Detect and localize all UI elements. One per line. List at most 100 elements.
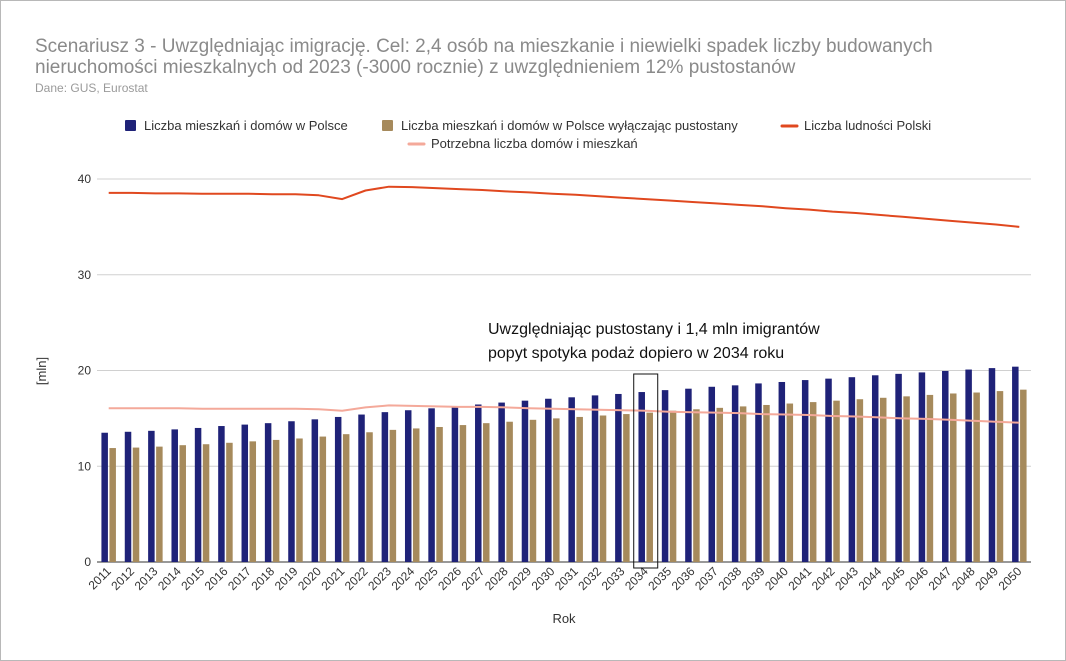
- bar-excl-vacant-2039: [763, 404, 770, 562]
- legend: Liczba mieszkań i domów w Polsce Liczba m…: [125, 118, 931, 151]
- x-tick-label: 2015: [178, 564, 207, 593]
- bar-excl-vacant-2040: [786, 403, 794, 562]
- bar-excl-vacant-2020: [319, 436, 327, 562]
- bar-excl-vacant-2013: [156, 446, 163, 562]
- bar-excl-vacant-2030: [553, 418, 560, 562]
- bar-excl-vacant-2047: [950, 393, 957, 562]
- legend-label: Liczba mieszkań i domów w Polsce: [144, 118, 348, 133]
- y-tick-label: 40: [78, 172, 92, 186]
- legend-swatch: [125, 120, 136, 131]
- bar-excl-vacant-2033: [623, 414, 630, 562]
- bar-total-2032: [591, 395, 599, 562]
- x-tick-label: 2026: [435, 564, 464, 593]
- bar-total-2013: [148, 430, 155, 562]
- x-tick-label: 2044: [856, 564, 885, 593]
- y-tick-label: 10: [78, 459, 92, 473]
- bar-excl-vacant-2037: [716, 407, 724, 562]
- bar-total-2040: [778, 381, 786, 562]
- y-tick-label: 20: [78, 364, 92, 378]
- bar-total-2016: [218, 426, 225, 562]
- bar-total-2048: [965, 369, 972, 562]
- legend-label: Liczba ludności Polski: [804, 118, 931, 133]
- x-tick-label: 2030: [529, 564, 558, 593]
- population-line: [108, 185, 1020, 228]
- bar-excl-vacant-2034: [646, 412, 653, 562]
- bar-excl-vacant-2043: [856, 399, 864, 562]
- bar-excl-vacant-2019: [296, 438, 303, 562]
- x-tick-label: 2043: [832, 564, 861, 593]
- annotation-text: popyt spotyka podaż dopiero w 2034 roku: [488, 345, 784, 362]
- bar-total-2033: [615, 393, 622, 562]
- bar-total-2017: [241, 424, 249, 562]
- x-axis-title: Rok: [552, 611, 576, 626]
- x-tick-label: 2050: [996, 564, 1025, 593]
- bar-total-2046: [918, 372, 926, 562]
- bar-total-2027: [475, 404, 482, 562]
- bar-excl-vacant-2018: [272, 439, 280, 562]
- x-tick-label: 2022: [342, 564, 371, 593]
- x-tick-label: 2041: [786, 564, 815, 593]
- bar-total-2015: [194, 427, 202, 562]
- x-tick-label: 2049: [972, 564, 1001, 593]
- x-tick-label: 2021: [319, 564, 348, 593]
- x-tick-label: 2042: [809, 564, 838, 593]
- bar-total-2041: [801, 380, 809, 562]
- bar-excl-vacant-2017: [249, 441, 257, 562]
- bar-total-2030: [545, 398, 552, 562]
- bar-excl-vacant-2031: [576, 416, 583, 562]
- bar-excl-vacant-2038: [739, 406, 747, 562]
- bar-total-2023: [381, 412, 389, 562]
- bar-total-2011: [101, 432, 108, 562]
- bar-total-2039: [755, 383, 762, 562]
- highlight-box-2034: [633, 373, 659, 569]
- bar-excl-vacant-2024: [412, 428, 420, 562]
- x-tick-label: 2024: [389, 564, 418, 593]
- bar-excl-vacant-2021: [342, 434, 350, 562]
- bar-excl-vacant-2045: [903, 396, 910, 562]
- x-tick-label: 2013: [132, 564, 161, 593]
- x-tick-label: 2032: [575, 564, 604, 593]
- bar-excl-vacant-2049: [996, 391, 1004, 562]
- bar-total-2026: [451, 406, 459, 562]
- x-tick-label: 2016: [202, 564, 231, 593]
- legend-swatch: [382, 120, 393, 131]
- bar-total-2044: [871, 375, 879, 562]
- bar-excl-vacant-2023: [389, 429, 397, 562]
- bar-excl-vacant-2044: [879, 397, 887, 562]
- x-tick-label: 2019: [272, 564, 301, 593]
- bar-excl-vacant-2028: [506, 421, 513, 562]
- legend-label: Potrzebna liczba domów i mieszkań: [431, 136, 638, 151]
- bar-total-2021: [334, 416, 342, 562]
- annotation: Uwzględniając pustostany i 1,4 mln imigr…: [488, 321, 820, 569]
- bar-excl-vacant-2014: [179, 445, 186, 562]
- x-tick-label: 2025: [412, 564, 441, 593]
- x-tick-label: 2037: [692, 564, 721, 593]
- bar-excl-vacant-2027: [483, 423, 490, 562]
- bar-total-2038: [731, 385, 739, 562]
- bar-total-2019: [288, 421, 295, 562]
- bar-total-2036: [685, 388, 692, 562]
- bar-total-2029: [521, 400, 529, 562]
- bar-excl-vacant-2029: [529, 419, 537, 562]
- bar-total-2037: [708, 386, 716, 562]
- bar-total-2014: [171, 429, 178, 562]
- bar-total-2031: [568, 397, 575, 562]
- bar-total-2049: [988, 368, 996, 562]
- x-tick-label: 2028: [482, 564, 511, 593]
- bar-excl-vacant-2041: [809, 402, 817, 562]
- y-tick-label: 30: [78, 268, 92, 282]
- bar-total-2012: [124, 431, 132, 562]
- x-tick-label: 2020: [295, 564, 324, 593]
- bar-total-2022: [358, 414, 365, 562]
- x-tick-label: 2029: [505, 564, 534, 593]
- chart-title: Scenariusz 3 - Uwzględniając imigrację. …: [35, 36, 933, 78]
- series-lines: [108, 185, 1020, 424]
- bar-excl-vacant-2046: [926, 394, 934, 562]
- x-tick-label: 2027: [459, 564, 488, 593]
- bar-excl-vacant-2035: [669, 410, 677, 562]
- x-tick-label: 2048: [949, 564, 978, 593]
- x-tick-label: 2040: [762, 564, 791, 593]
- bar-excl-vacant-2036: [693, 409, 700, 562]
- bar-total-2042: [825, 378, 832, 562]
